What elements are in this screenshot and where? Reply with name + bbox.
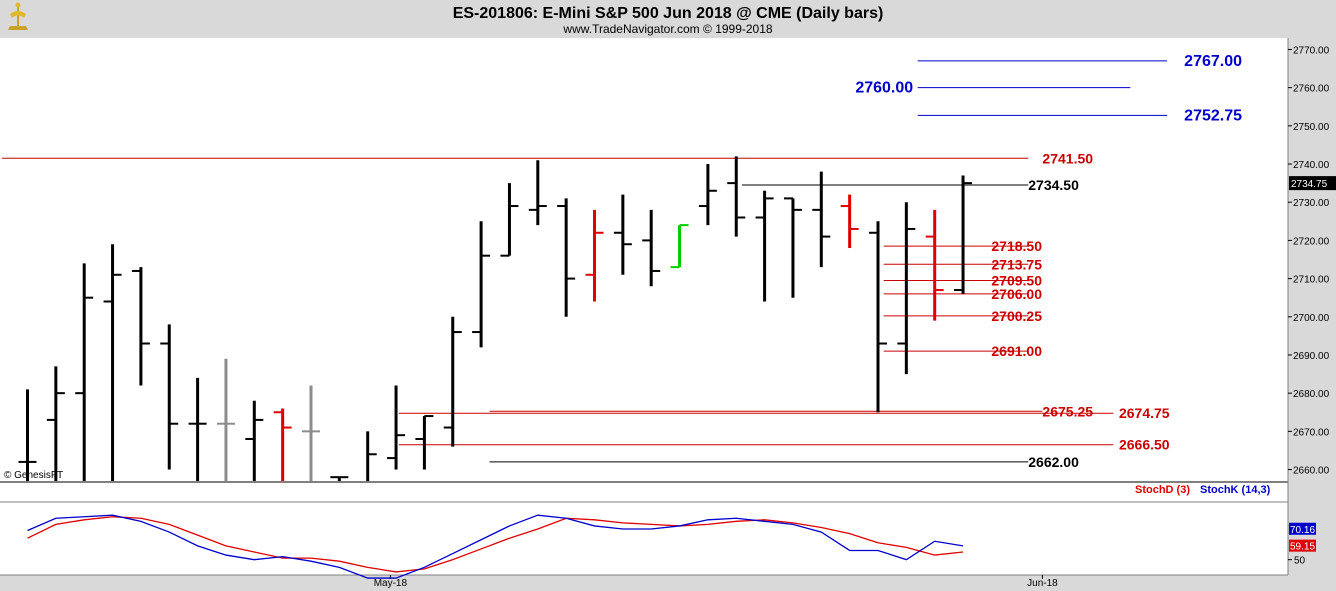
price-bar xyxy=(925,209,944,321)
price-bar xyxy=(585,209,604,302)
price-bar xyxy=(812,171,831,268)
y-tick-label: 2660.00 xyxy=(1293,466,1330,477)
level-label: 2706.00 xyxy=(991,286,1042,302)
price-bar xyxy=(387,385,406,470)
y-tick-label: 2760.00 xyxy=(1293,84,1330,95)
price-axis[interactable] xyxy=(1288,38,1336,591)
y-tick-label: 2690.00 xyxy=(1293,351,1330,362)
price-bar xyxy=(131,267,150,386)
chart-title: ES-201806: E-Mini S&P 500 Jun 2018 @ CME… xyxy=(453,5,884,22)
y-tick-label: 2740.00 xyxy=(1293,160,1330,171)
stoch-badge xyxy=(1289,539,1316,552)
price-bar xyxy=(330,476,349,481)
level-label: 2709.50 xyxy=(991,273,1042,289)
level-label: 2713.75 xyxy=(991,256,1042,272)
level-label: 2767.00 xyxy=(1184,53,1242,70)
price-bar xyxy=(443,316,462,447)
x-tick-label: Jun-18 xyxy=(1027,578,1058,589)
price-bar xyxy=(557,198,576,317)
stoch-badge-label: 59.15 xyxy=(1290,542,1315,553)
price-bar xyxy=(75,263,94,481)
price-bar xyxy=(500,183,519,257)
price-bar xyxy=(783,197,802,298)
level-label: 2760.00 xyxy=(855,80,913,97)
price-bar xyxy=(245,400,264,481)
copyright-text: www.TradeNavigator.com © 1999-2018 xyxy=(562,22,772,36)
price-bar xyxy=(46,366,65,481)
level-label: 2700.25 xyxy=(991,308,1042,324)
price-bar xyxy=(698,164,717,226)
price-bars xyxy=(18,156,973,481)
last-price-badge xyxy=(1289,176,1336,191)
price-bar xyxy=(670,224,689,269)
y-tick-label: 2700.00 xyxy=(1293,313,1330,324)
stoch-y-tick-label: 50 xyxy=(1294,556,1306,567)
date-axis[interactable] xyxy=(0,575,1288,591)
header-bar xyxy=(0,0,1336,38)
price-bar xyxy=(18,389,37,481)
stoch-series-d xyxy=(27,516,964,573)
price-bar xyxy=(613,194,632,275)
y-tick-label: 2750.00 xyxy=(1293,122,1330,133)
legend-entry: StochK (14,3) xyxy=(1200,484,1271,496)
y-tick-label: 2720.00 xyxy=(1293,236,1330,247)
price-bar xyxy=(869,221,887,413)
app-logo-icon xyxy=(8,2,28,30)
price-axis-ticks: 2660.00 2670.00 2680.00 2690.00 2700.00 2710.… xyxy=(1288,45,1336,477)
level-label: 2741.50 xyxy=(1042,150,1093,166)
watermark-text: © GenesisFT xyxy=(4,470,63,481)
price-bar xyxy=(273,408,292,481)
level-label: 2718.50 xyxy=(991,238,1042,254)
stochastic-lines: 50 StochD (3) StochK (14,3) 70.16 59.15 xyxy=(0,484,1316,579)
level-label: 2752.75 xyxy=(1184,107,1242,124)
level-label: 2674.75 xyxy=(1119,405,1170,421)
y-tick-label: 2710.00 xyxy=(1293,275,1330,286)
price-bar xyxy=(160,324,179,470)
price-bar xyxy=(188,377,207,481)
price-levels: 2767.00 2760.00 2752.75 2741.50 2734.50 2718.… xyxy=(1,53,1242,470)
level-label: 2734.50 xyxy=(1028,177,1079,193)
price-bar xyxy=(103,244,122,481)
level-label: 2662.00 xyxy=(1028,454,1079,470)
stoch-badge-label: 70.16 xyxy=(1290,525,1315,536)
price-bar xyxy=(840,194,859,249)
price-bar xyxy=(528,160,547,226)
x-tick-label: May-18 xyxy=(374,578,408,589)
price-bar xyxy=(415,415,434,470)
price-bar xyxy=(302,385,320,481)
y-tick-label: 2680.00 xyxy=(1293,389,1330,400)
y-tick-label: 2670.00 xyxy=(1293,427,1330,438)
stoch-badge xyxy=(1289,522,1316,535)
price-bar xyxy=(954,175,973,294)
level-label: 2666.50 xyxy=(1119,437,1170,453)
y-tick-label: 2770.00 xyxy=(1293,45,1330,56)
level-label: 2691.00 xyxy=(991,343,1042,359)
level-label: 2675.25 xyxy=(1042,403,1093,419)
last-price-badge-label: 2734.75 xyxy=(1291,179,1328,190)
stoch-series-k xyxy=(27,514,964,579)
price-bar xyxy=(897,202,916,375)
legend-entry: StochD (3) xyxy=(1135,484,1190,496)
price-bar xyxy=(216,358,235,481)
price-bar xyxy=(727,156,746,237)
price-bar xyxy=(642,209,661,287)
y-tick-label: 2730.00 xyxy=(1293,198,1330,209)
price-bar xyxy=(472,221,491,348)
price-panel[interactable] xyxy=(0,38,1288,481)
price-bar xyxy=(755,190,774,302)
price-bar xyxy=(366,431,377,481)
